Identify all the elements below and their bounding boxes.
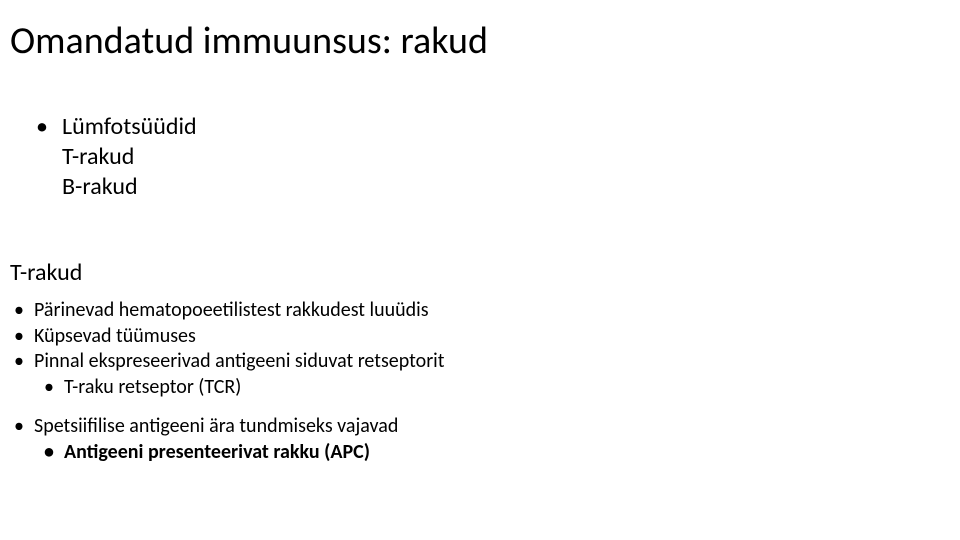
body-block-2: Pärinevad hematopoeetilistest rakkudest … [10, 298, 444, 466]
list-item: Spetsiifilise antigeeni ära tundmiseks v… [10, 414, 444, 440]
list-item: • Lümfotsüüdid T-rakud B-rakud [36, 112, 197, 202]
bullet-content: Lümfotsüüdid T-rakud B-rakud [62, 112, 197, 202]
bullet-line: B-rakud [62, 172, 197, 202]
section-subhead: T-rakud [10, 258, 82, 287]
bullet-icon: • [36, 112, 62, 202]
spacer [10, 400, 444, 414]
list-item: T-raku retseptor (TCR) [10, 375, 444, 401]
list-item: Pinnal ekspreseerivad antigeeni siduvat … [10, 349, 444, 375]
bullet-line: T-rakud [62, 142, 197, 172]
slide: Omandatud immuunsus: rakud • Lümfotsüüdi… [0, 0, 960, 540]
list-item: Pärinevad hematopoeetilistest rakkudest … [10, 298, 444, 324]
list-item: Küpsevad tüümuses [10, 324, 444, 350]
bullet-list: Pärinevad hematopoeetilistest rakkudest … [10, 298, 444, 400]
list-item: Antigeeni presenteerivat rakku (APC) [10, 440, 444, 466]
bullet-label: Lümfotsüüdid [62, 112, 197, 142]
bullet-list: Spetsiifilise antigeeni ära tundmiseks v… [10, 414, 444, 465]
slide-title: Omandatud immuunsus: rakud [10, 18, 488, 64]
body-block-1: • Lümfotsüüdid T-rakud B-rakud [36, 112, 197, 202]
